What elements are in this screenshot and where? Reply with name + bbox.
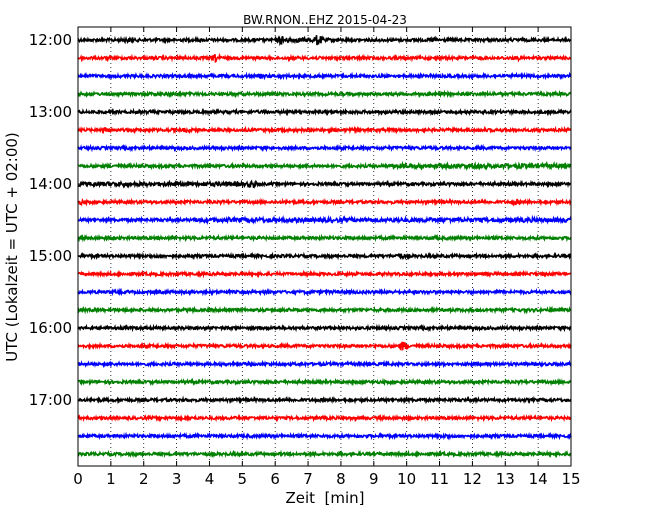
seismic-trace [77, 143, 572, 153]
y-tick-label: 17:00 [29, 391, 72, 409]
seismic-trace [77, 160, 572, 172]
x-tick-label: 12 [463, 470, 482, 488]
x-tick-label: 2 [139, 470, 149, 488]
x-axis-label: Zeit [min] [285, 489, 364, 507]
x-tick-label: 4 [205, 470, 215, 488]
seismic-trace [77, 179, 572, 189]
x-tick-label: 11 [430, 470, 449, 488]
y-tick-label: 13:00 [29, 103, 72, 121]
seismic-trace [77, 359, 572, 369]
x-tick-label: 15 [561, 470, 580, 488]
y-axis-label: UTC (Lokalzeit = UTC + 02:00) [3, 132, 21, 362]
x-tick-label: 9 [369, 470, 379, 488]
seismic-trace [77, 233, 572, 243]
x-tick-label: 5 [238, 470, 248, 488]
x-tick-label: 14 [529, 470, 548, 488]
x-tick-labels: 0 1 2 3 4 5 6 7 8 9 10 11 12 13 14 15 [73, 470, 580, 488]
x-tick-label: 8 [336, 470, 346, 488]
seismic-trace [77, 251, 572, 261]
seismic-trace [77, 341, 572, 351]
seismic-trace [77, 287, 572, 297]
x-tick-label: 7 [303, 470, 313, 488]
seismic-trace [77, 449, 572, 459]
seismic-trace [77, 431, 572, 441]
seismic-trace [77, 395, 572, 405]
seismic-trace [77, 323, 572, 333]
seismic-trace [77, 125, 572, 135]
x-tick-label: 0 [73, 470, 83, 488]
seismic-trace [77, 214, 572, 226]
trace-group [77, 35, 572, 459]
plot-frame [77, 26, 572, 467]
seismic-trace [77, 377, 572, 387]
y-tick-label: 15:00 [29, 247, 72, 265]
x-tick-label: 1 [106, 470, 116, 488]
x-tick-label: 10 [397, 470, 416, 488]
seismic-trace [77, 89, 572, 99]
seismic-trace [77, 413, 572, 423]
axis-ticks [77, 27, 572, 466]
x-tick-label: 13 [496, 470, 515, 488]
seismic-trace [77, 197, 572, 207]
y-tick-label: 12:00 [29, 31, 72, 49]
x-tick-label: 6 [270, 470, 280, 488]
seismic-trace [77, 35, 572, 47]
y-tick-label: 16:00 [29, 319, 72, 337]
seismic-trace [77, 269, 572, 279]
seismic-trace [77, 52, 572, 64]
y-tick-label: 14:00 [29, 175, 72, 193]
seismic-trace [77, 305, 572, 315]
chart-title: BW.RNON..EHZ 2015-04-23 [243, 13, 407, 27]
x-tick-label: 3 [172, 470, 182, 488]
y-tick-labels: 12:00 13:00 14:00 15:00 16:00 17:00 [29, 31, 72, 409]
seismic-trace [77, 71, 572, 81]
seismic-trace [77, 107, 572, 117]
